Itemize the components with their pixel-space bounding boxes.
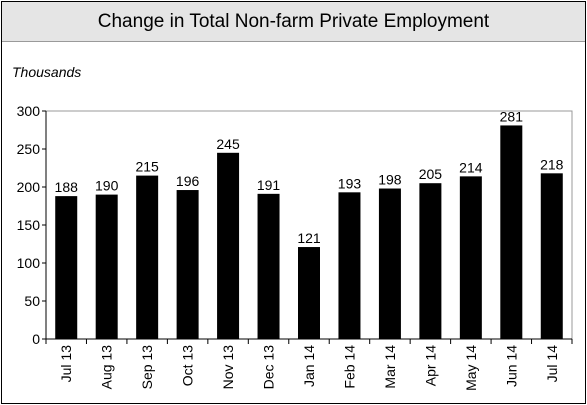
data-label: 188 bbox=[55, 179, 79, 195]
bar bbox=[55, 196, 78, 339]
data-label: 205 bbox=[419, 166, 443, 182]
bar bbox=[176, 190, 199, 339]
bar bbox=[500, 125, 523, 339]
data-label: 198 bbox=[378, 172, 402, 188]
x-tick-label: Jan 14 bbox=[301, 345, 317, 387]
bar bbox=[217, 152, 240, 339]
bar bbox=[540, 173, 563, 339]
bar bbox=[459, 176, 482, 339]
bar bbox=[378, 188, 401, 339]
chart-title: Change in Total Non-farm Private Employm… bbox=[97, 11, 490, 32]
x-tick-label: Oct 13 bbox=[180, 345, 196, 386]
x-tick-label: Jun 14 bbox=[503, 345, 519, 387]
data-label: 214 bbox=[459, 159, 483, 175]
data-label: 121 bbox=[297, 230, 321, 246]
y-tick-label: 50 bbox=[24, 293, 40, 309]
title-bar: Change in Total Non-farm Private Employm… bbox=[2, 2, 585, 42]
bar bbox=[95, 194, 118, 339]
x-tick-label: Sep 13 bbox=[139, 345, 155, 390]
x-tick-label: Mar 14 bbox=[382, 345, 398, 389]
data-label: 245 bbox=[216, 136, 240, 152]
x-tick-label: Aug 13 bbox=[99, 345, 115, 390]
x-tick-label: Jul 14 bbox=[544, 345, 560, 383]
data-label: 196 bbox=[176, 173, 200, 189]
data-label: 281 bbox=[500, 108, 524, 124]
x-tick-label: Apr 14 bbox=[422, 345, 438, 386]
y-tick-label: 300 bbox=[17, 103, 41, 119]
y-tick-label: 150 bbox=[17, 217, 41, 233]
bar bbox=[136, 175, 159, 339]
data-labels: 188 190 215 196 245 191 121 193 198 205 214 281 218 bbox=[55, 108, 564, 246]
y-tick-label: 250 bbox=[17, 141, 41, 157]
x-tick-label: Nov 13 bbox=[220, 345, 236, 390]
x-tick-label: Feb 14 bbox=[341, 345, 357, 389]
bar bbox=[257, 193, 280, 339]
y-tick-label: 0 bbox=[32, 331, 40, 347]
bar bbox=[338, 192, 361, 339]
data-label: 190 bbox=[95, 178, 119, 194]
y-axis: 0 50 100 150 200 250 300 bbox=[17, 103, 47, 347]
bars bbox=[55, 125, 563, 339]
bar bbox=[419, 183, 442, 339]
data-label: 215 bbox=[135, 159, 159, 175]
bar bbox=[298, 247, 320, 339]
x-axis: Jul 13 Aug 13 Sep 13 Oct 13 Nov 13 Dec 13 Jan … bbox=[45, 338, 573, 391]
y-axis-unit-label: Thousands bbox=[12, 64, 82, 80]
data-label: 193 bbox=[338, 175, 362, 191]
x-tick-label: May 14 bbox=[463, 345, 479, 391]
y-tick-label: 100 bbox=[17, 255, 41, 271]
x-tick-label: Jul 13 bbox=[58, 345, 74, 383]
data-label: 191 bbox=[257, 177, 281, 193]
x-tick-label: Dec 13 bbox=[261, 345, 277, 390]
y-tick-label: 200 bbox=[17, 179, 41, 195]
data-label: 218 bbox=[540, 156, 564, 172]
